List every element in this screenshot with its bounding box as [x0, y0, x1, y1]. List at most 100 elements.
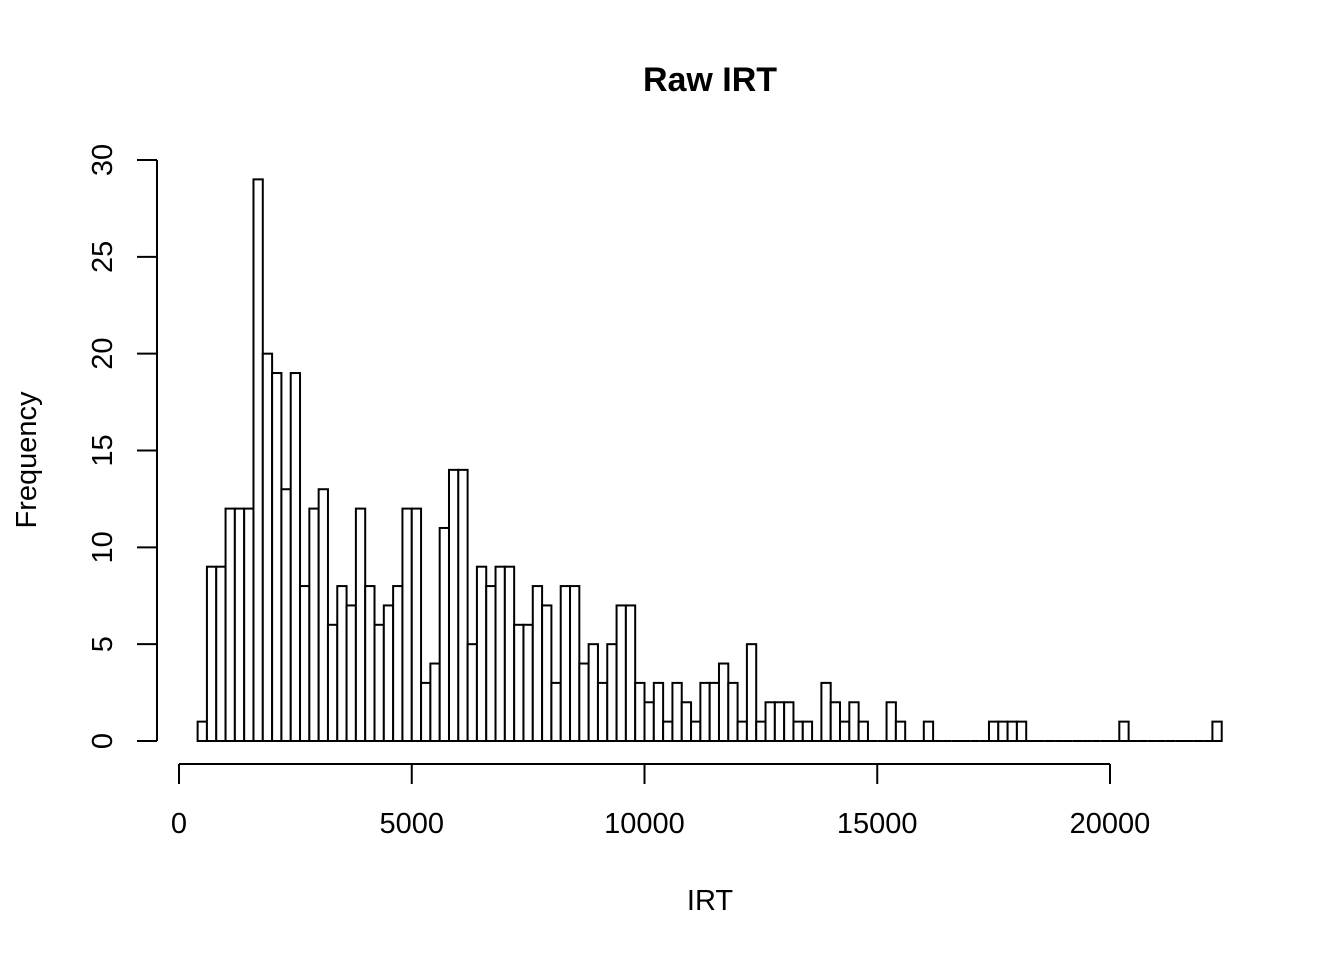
- histogram-bar: [717, 662, 730, 742]
- histogram-bar: [513, 623, 525, 742]
- histogram-bar: [345, 604, 357, 743]
- histogram-bar: [401, 507, 413, 742]
- histogram-bar: [252, 178, 264, 743]
- histogram-bar: [848, 701, 860, 742]
- histogram-bar: [559, 585, 572, 742]
- histogram-bar: [243, 507, 255, 742]
- histogram-bar: [503, 565, 516, 743]
- histogram-bar: [531, 585, 544, 742]
- histogram-bar: [271, 372, 283, 742]
- histogram-bar: [578, 662, 590, 742]
- histogram-bar: [569, 585, 581, 742]
- histogram-bar: [447, 468, 460, 742]
- y-tick-label: 15: [87, 434, 119, 466]
- histogram-bar: [764, 701, 776, 742]
- histogram-bar: [485, 585, 497, 742]
- histogram-bar: [364, 585, 376, 742]
- histogram-bar: [354, 507, 367, 742]
- histogram-bar: [634, 681, 646, 743]
- histogram-bar: [587, 643, 599, 743]
- histogram-bar: [857, 720, 869, 743]
- histogram-bar: [690, 720, 702, 743]
- histogram-bar: [922, 720, 935, 743]
- histogram-bar: [299, 585, 311, 742]
- histogram-bar: [196, 720, 208, 743]
- histogram-bar: [261, 352, 274, 742]
- histogram-bar: [671, 681, 683, 743]
- histogram-bar: [233, 507, 246, 742]
- histogram-bar: [643, 701, 655, 742]
- x-tick-label: 10000: [604, 808, 685, 840]
- histogram-bar: [624, 604, 637, 743]
- histogram-bar: [438, 526, 450, 743]
- histogram-bar: [727, 681, 739, 743]
- histogram-bar: [820, 681, 832, 743]
- histogram-bar: [1211, 720, 1223, 743]
- histogram-bar: [680, 701, 693, 742]
- histogram-bar: [997, 720, 1009, 743]
- histogram-bar: [894, 720, 907, 743]
- y-axis-label: Frequency: [11, 391, 43, 529]
- histogram-bar: [773, 701, 786, 742]
- y-tick-label: 10: [87, 531, 119, 563]
- histogram-bar: [420, 681, 432, 743]
- histogram-bar: [596, 681, 609, 743]
- histogram-bar: [885, 701, 897, 742]
- histogram-bar: [1006, 720, 1018, 743]
- histogram-bar: [429, 662, 441, 742]
- x-tick-label: 20000: [1070, 808, 1151, 840]
- histogram-bar: [317, 488, 329, 742]
- histogram-bar: [699, 681, 711, 743]
- histogram-bar: [410, 507, 423, 742]
- histogram-bar: [987, 720, 1000, 743]
- histogram-bar: [466, 643, 478, 743]
- histogram-bar: [475, 565, 488, 743]
- x-tick-label: 5000: [379, 808, 444, 840]
- histogram-bar: [205, 565, 218, 743]
- histogram-bar: [708, 681, 720, 743]
- histogram-bar: [392, 585, 404, 742]
- bars-group: [196, 178, 1223, 743]
- histogram-bar: [615, 604, 627, 743]
- histogram-bar: [550, 681, 562, 743]
- histogram-bar: [801, 720, 814, 743]
- y-tick-label: 20: [87, 338, 119, 370]
- chart-title: Raw IRT: [643, 61, 777, 99]
- histogram-bar: [792, 720, 804, 743]
- histogram-bar: [745, 643, 758, 743]
- y-tick-label: 25: [87, 241, 119, 273]
- histogram-bar: [215, 565, 227, 743]
- histogram-bar: [224, 507, 236, 742]
- histogram-bar: [541, 604, 553, 743]
- x-tick-label: 0: [171, 808, 187, 840]
- histogram-bar: [736, 720, 748, 743]
- y-tick-label: 0: [87, 733, 119, 749]
- histogram-bar: [1015, 720, 1028, 743]
- histogram-bar: [457, 468, 469, 742]
- histogram-bar: [373, 623, 385, 742]
- histogram-bar: [1118, 720, 1130, 743]
- y-tick-label: 30: [87, 144, 119, 176]
- histogram-bar: [783, 701, 795, 742]
- y-tick-label: 5: [87, 636, 119, 652]
- histogram-bar: [522, 623, 534, 742]
- histogram-bar: [662, 720, 674, 743]
- x-tick-label: 15000: [837, 808, 918, 840]
- histogram-bar: [289, 372, 302, 742]
- x-axis-label: IRT: [687, 885, 733, 917]
- histogram-bar: [839, 720, 851, 743]
- histogram-bar: [606, 643, 618, 743]
- histogram-bar: [326, 623, 339, 742]
- histogram-bar: [336, 585, 348, 742]
- histogram-bar: [652, 681, 665, 743]
- x-axis: 0 5000 10000 15000 20000: [171, 763, 1151, 840]
- y-axis: 0 5 10 15 20 25 30: [87, 144, 158, 749]
- histogram-bar: [280, 488, 292, 742]
- histogram-bar: [308, 507, 320, 742]
- histogram-bar: [494, 565, 506, 743]
- histogram-bar: [755, 720, 767, 743]
- histogram-bar: [829, 701, 842, 742]
- histogram-bar: [382, 604, 395, 743]
